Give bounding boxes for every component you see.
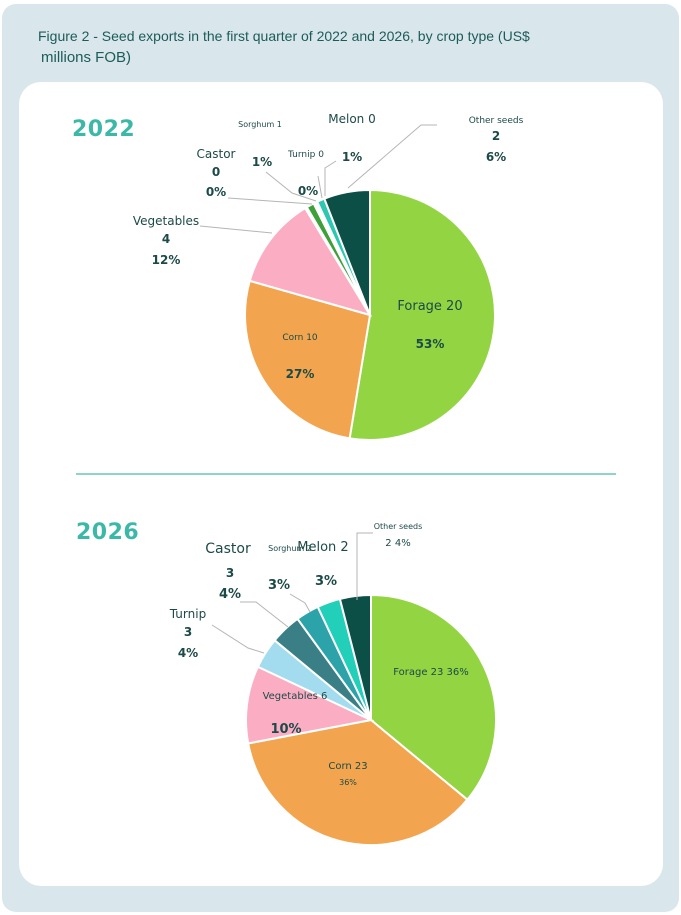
percent-label-other-seeds: 2 4% [385, 538, 410, 549]
data-label-turnip: Turnip [169, 607, 206, 621]
pie-slice-vegetables [245, 665, 375, 745]
figure-title: Figure 2 - Seed exports in the first qua… [38, 26, 558, 68]
percent-label-castor: 4% [219, 587, 241, 602]
pie-2022-labels: Forage 20 53% Corn 10 27% Vegetables 4 12% Cast… [133, 112, 524, 381]
data-label-forage: Forage 20 [397, 299, 462, 314]
pie-slice-forage [348, 188, 496, 441]
data-label-sorghum: Sorghum 2 [268, 544, 312, 553]
percent-label-melon: 1% [342, 150, 362, 164]
data-label-forage: Forage 23 36% [393, 667, 469, 678]
data-label-castor: Castor [205, 541, 251, 557]
pie-2022-leaders [199, 124, 437, 234]
data-label-sorghum: Sorghum 1 [238, 120, 282, 129]
leader-line-turnip [211, 624, 265, 654]
data-label-vegetables: Vegetables [133, 214, 199, 228]
percent-label-vegetables: 10% [270, 722, 301, 737]
data-label-corn: Corn 23 [328, 761, 367, 772]
percent-label-castor: 0% [206, 185, 226, 199]
percent-label-corn: 36% [339, 778, 357, 787]
pie-slice-corn [244, 279, 372, 440]
pie-2026-labels: Forage 23 36% Corn 23 36% Vegetables 6 10% Tu… [169, 522, 469, 787]
data-label-corn: Corn 10 [282, 333, 318, 343]
value-label-vegetables: 4 [162, 232, 170, 246]
data-label-other-seeds: Other seeds [374, 522, 423, 531]
percent-label-corn: 27% [286, 367, 315, 381]
percent-label-other-seeds: 6% [486, 150, 506, 164]
leader-line-other-seeds [347, 124, 437, 189]
pie-2026-leaders [211, 532, 373, 654]
data-label-other-seeds: Other seeds [469, 116, 524, 126]
percent-label-sorghum: 1% [252, 155, 272, 169]
percent-label-melon: 3% [315, 574, 337, 589]
pie-2026-title: 2026 [76, 520, 140, 545]
value-label-castor: 3 [226, 566, 234, 580]
pie-slice-forage [370, 593, 497, 802]
value-label-castor: 0 [212, 165, 220, 179]
percent-label-forage: 53% [416, 337, 445, 351]
data-label-castor: Castor [197, 147, 236, 161]
leader-line-castor [227, 197, 313, 205]
value-label-other-seeds: 2 [492, 129, 500, 143]
leader-line-other-seeds [356, 532, 373, 600]
leader-line-sorghum [289, 593, 311, 613]
data-label-turnip: Turnip 0 [287, 150, 324, 160]
pie-slice-corn [247, 718, 469, 846]
data-label-melon: Melon 2 [297, 540, 348, 555]
percent-label-sorghum: 3% [268, 578, 290, 593]
leader-line-turnip [317, 175, 323, 199]
leader-line-melon [324, 160, 337, 196]
pie-2026 [245, 593, 497, 846]
pie-slice-vegetables [248, 206, 373, 317]
figure-title-line1: Figure 2 - Seed exports in the first qua… [38, 28, 530, 44]
leader-line-vegetables [199, 225, 273, 234]
section-divider [76, 473, 616, 475]
percent-label-vegetables: 12% [152, 253, 181, 267]
leader-line-sorghum [265, 171, 317, 202]
pie-2022 [244, 188, 496, 441]
percent-label-turnip: 0% [298, 184, 318, 198]
value-label-turnip: 3 [184, 625, 192, 639]
data-label-vegetables: Vegetables 6 [263, 691, 328, 702]
figure-title-line2: millions FOB) [41, 49, 132, 66]
pie-slice-other-seeds [323, 188, 371, 316]
pie-2022-title: 2022 [72, 117, 136, 142]
leader-line-castor [240, 601, 289, 628]
pie-slice-other-seeds [338, 593, 372, 721]
percent-label-turnip: 4% [178, 646, 198, 660]
data-label-melon: Melon 0 [328, 112, 375, 126]
